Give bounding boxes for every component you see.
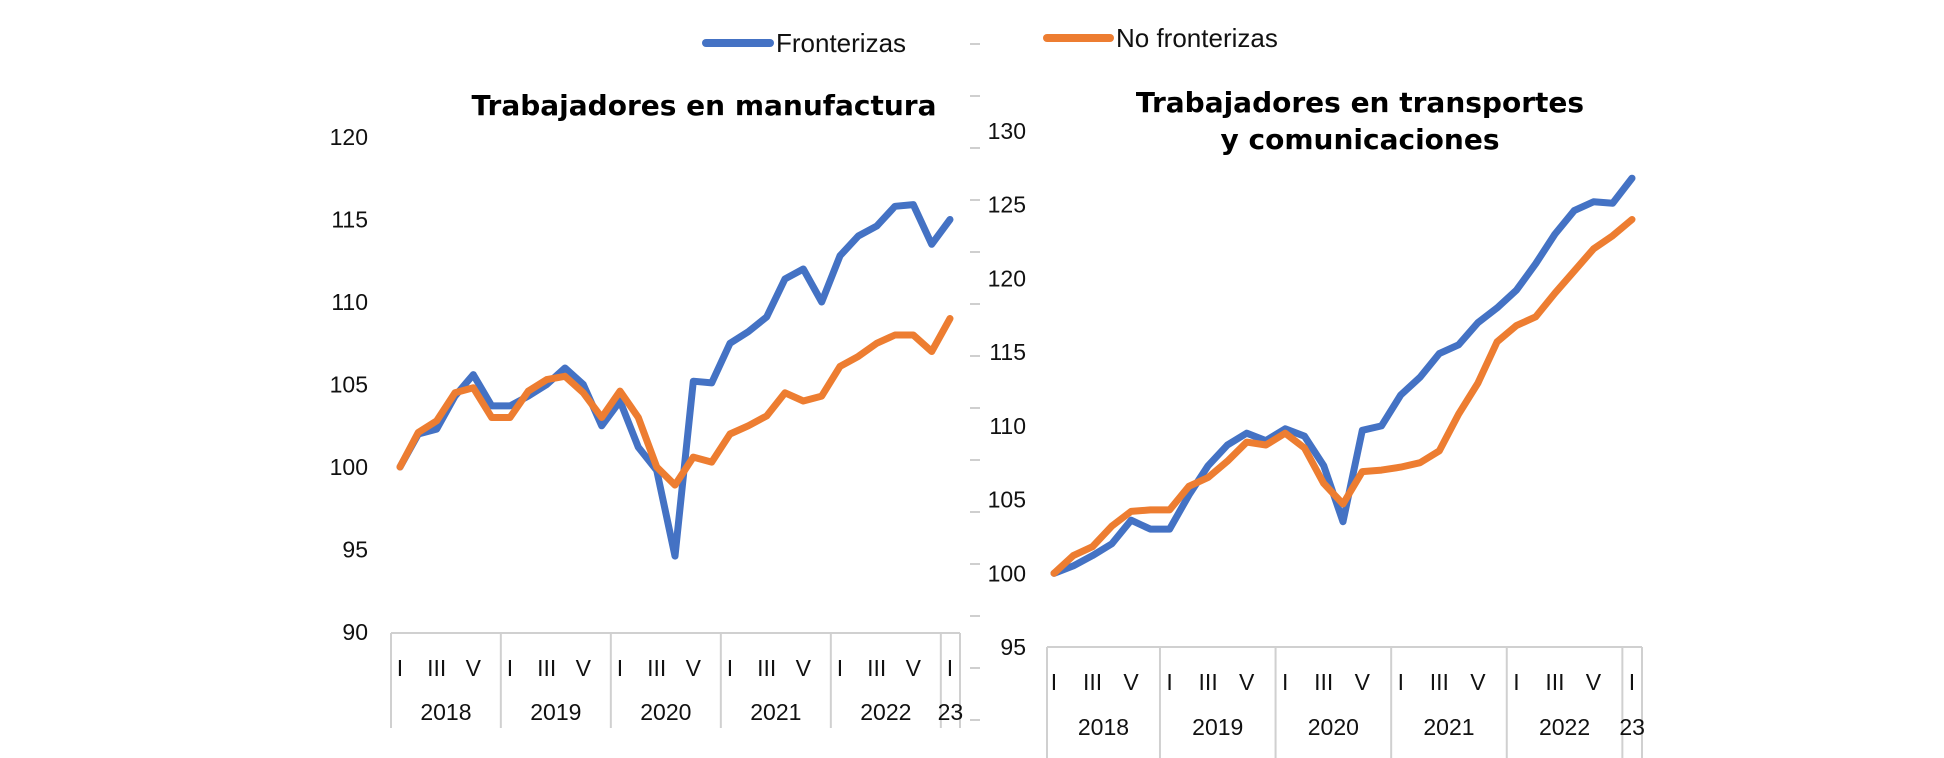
- series-line-fronterizas: [1050, 174, 1636, 577]
- x-year-label: 23: [1619, 714, 1645, 740]
- x-period-label: I: [837, 655, 843, 681]
- x-period-label: I: [1629, 669, 1635, 695]
- y-tick-label: 90: [342, 619, 368, 645]
- x-period-label: III: [1430, 669, 1449, 695]
- y-tick-label: 110: [989, 413, 1026, 439]
- x-year-label: 2020: [1308, 714, 1359, 740]
- x-period-label: V: [1470, 669, 1486, 695]
- x-period-label: V: [1239, 669, 1255, 695]
- legend: Fronterizas No fronterizas: [702, 23, 1278, 58]
- y-tick-label: 115: [331, 207, 368, 233]
- y-tick-label: 100: [330, 454, 368, 480]
- chart-title-transportes-line2: y comunicaciones: [1221, 123, 1500, 156]
- x-period-label: III: [1199, 669, 1218, 695]
- x-period-label: I: [947, 655, 953, 681]
- series-line-no-fronterizas: [396, 315, 954, 489]
- y-tick-label: 95: [1000, 634, 1026, 660]
- x-year-label: 2022: [860, 699, 911, 725]
- x-year-label: 2022: [1539, 714, 1590, 740]
- x-period-label: V: [906, 655, 922, 681]
- x-period-label: V: [466, 655, 482, 681]
- x-period-label: III: [647, 655, 666, 681]
- x-period-label: V: [576, 655, 592, 681]
- y-axis: 90 95 100 105 110 115 120: [330, 124, 368, 645]
- x-period-label: I: [1513, 669, 1519, 695]
- series-line-fronterizas: [396, 201, 954, 560]
- x-period-label: I: [1398, 669, 1404, 695]
- x-period-label: I: [507, 655, 513, 681]
- x-year-label: 2021: [1423, 714, 1474, 740]
- x-year-label: 2018: [420, 699, 471, 725]
- faint-tick-column: [970, 43, 980, 721]
- chart-title-manufactura: Trabajadores en manufactura: [472, 89, 937, 122]
- y-axis: 95 100 105 110 115 120 125 130: [988, 118, 1026, 660]
- y-tick-label: 115: [989, 339, 1026, 365]
- chart-title-transportes-line1: Trabajadores en transportes: [1136, 86, 1584, 119]
- x-period-label: I: [1051, 669, 1057, 695]
- series-group: [396, 201, 954, 560]
- x-period-label: I: [1282, 669, 1288, 695]
- x-period-label: III: [1083, 669, 1102, 695]
- x-period-label: III: [1314, 669, 1333, 695]
- y-tick-label: 95: [342, 537, 368, 563]
- x-period-label: V: [1586, 669, 1602, 695]
- x-period-label: V: [1123, 669, 1139, 695]
- x-period-label: I: [1166, 669, 1172, 695]
- x-year-label: 2019: [530, 699, 581, 725]
- series-group: [1050, 174, 1636, 577]
- x-year-label: 23: [938, 699, 964, 725]
- x-period-label: V: [796, 655, 812, 681]
- x-year-label: 2020: [640, 699, 691, 725]
- y-tick-label: 105: [330, 372, 368, 398]
- y-tick-label: 100: [988, 560, 1026, 586]
- x-year-label: 2021: [750, 699, 801, 725]
- chart-manufactura: Trabajadores en manufactura 90 95 100 105 11…: [330, 89, 964, 728]
- y-tick-label: 130: [988, 118, 1026, 144]
- x-period-label: I: [397, 655, 403, 681]
- chart-transportes: Trabajadores en transportes y comunicaci…: [988, 86, 1645, 758]
- x-year-label: 2019: [1192, 714, 1243, 740]
- x-period-label: V: [686, 655, 702, 681]
- x-period-label: I: [727, 655, 733, 681]
- y-tick-label: 120: [988, 265, 1026, 291]
- x-period-label: III: [537, 655, 556, 681]
- x-period-label: III: [867, 655, 886, 681]
- y-tick-label: 110: [331, 289, 368, 315]
- x-period-label: III: [427, 655, 446, 681]
- x-period-label: I: [617, 655, 623, 681]
- x-period-label: III: [1545, 669, 1564, 695]
- legend-label-fronterizas: Fronterizas: [776, 28, 906, 58]
- y-tick-label: 120: [330, 124, 368, 150]
- legend-label-no-fronterizas: No fronterizas: [1116, 23, 1278, 53]
- y-tick-label: 125: [988, 192, 1026, 218]
- x-year-label: 2018: [1078, 714, 1129, 740]
- series-line-no-fronterizas: [1050, 216, 1636, 577]
- y-tick-label: 105: [988, 487, 1026, 513]
- x-period-label: III: [757, 655, 776, 681]
- x-period-label: V: [1355, 669, 1371, 695]
